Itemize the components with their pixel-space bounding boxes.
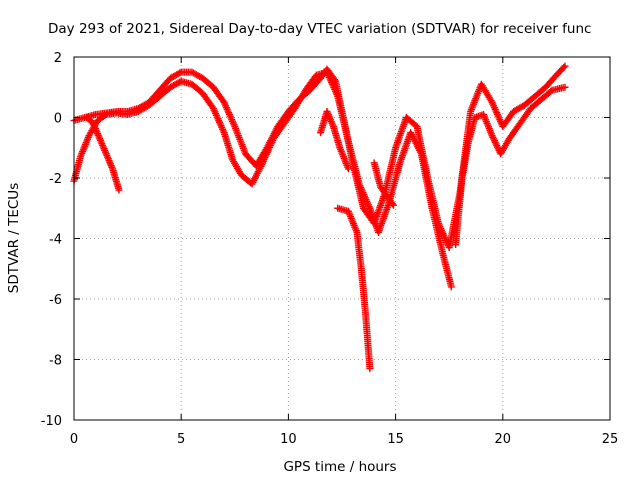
x-tick-labels: 0 5 10 15 20 25 — [70, 432, 618, 447]
series-trace-c — [83, 114, 123, 194]
plus-marker — [561, 83, 569, 91]
plus-marker — [389, 201, 397, 209]
y-tick-label: -4 — [49, 233, 62, 248]
x-axis-label: GPS time / hours — [283, 459, 396, 475]
x-tick-label: 5 — [177, 432, 185, 447]
y-tick-label: -2 — [49, 172, 62, 187]
chart-title: Day 293 of 2021, Sidereal Day-to-day VTE… — [48, 21, 591, 37]
plus-marker — [388, 200, 396, 208]
series-trace-d — [334, 204, 374, 373]
series-trace-e — [317, 107, 352, 173]
x-tick-label: 0 — [70, 432, 78, 447]
plus-marker — [115, 186, 123, 194]
plus-marker — [561, 62, 569, 70]
y-tick-label: 0 — [54, 112, 62, 127]
x-tick-label: 20 — [495, 432, 512, 447]
x-tick-label: 25 — [602, 432, 619, 447]
series-trace-g — [370, 159, 397, 209]
y-tick-label: -6 — [49, 293, 62, 308]
y-tick-label: -10 — [41, 414, 62, 429]
y-tick-label: -8 — [49, 354, 62, 369]
y-axis-label: SDTVAR / TECUs — [6, 183, 22, 293]
y-tick-label: 2 — [54, 51, 62, 66]
data-markers — [70, 62, 569, 373]
x-tick-label: 10 — [280, 432, 297, 447]
series-trace-a — [70, 62, 569, 252]
plus-marker — [176, 69, 184, 77]
plus-marker — [560, 63, 568, 71]
series-trace-f — [452, 83, 569, 249]
plus-marker — [101, 111, 109, 119]
y-tick-labels: 2 0 -2 -4 -6 -8 -10 — [41, 51, 62, 429]
plus-marker — [344, 165, 352, 173]
plus-marker — [447, 283, 455, 291]
plus-marker — [366, 365, 374, 373]
x-tick-label: 15 — [387, 432, 404, 447]
axis-ticks — [73, 56, 611, 421]
plus-marker — [547, 87, 555, 95]
series-trace-b — [70, 68, 455, 291]
